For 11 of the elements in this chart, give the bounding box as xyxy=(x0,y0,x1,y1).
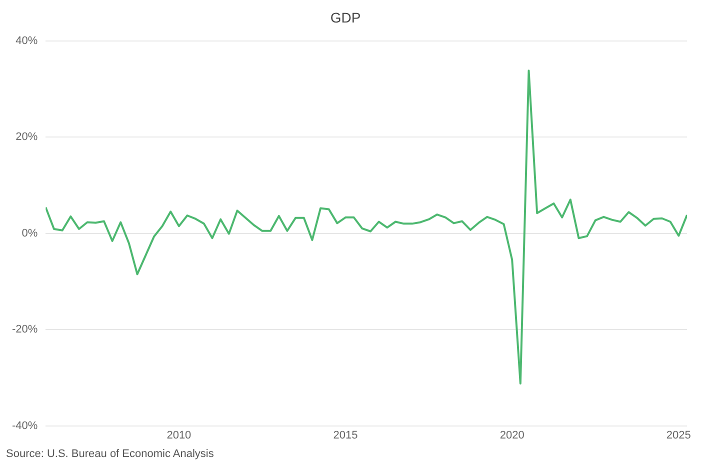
y-tick-label: 40% xyxy=(16,34,38,47)
chart-title: GDP xyxy=(330,9,361,26)
source-note: Source: U.S. Bureau of Economic Analysis xyxy=(6,448,214,460)
x-tick-label: 2025 xyxy=(666,429,691,442)
x-tick-label: 2010 xyxy=(166,429,192,442)
x-tick-label: 2020 xyxy=(500,429,524,442)
y-tick-label: 0% xyxy=(22,227,38,240)
y-tick-label: -20% xyxy=(12,324,38,336)
x-tick-label: 2015 xyxy=(333,429,358,442)
y-tick-label: 20% xyxy=(16,131,38,144)
y-tick-label: -40% xyxy=(12,420,38,432)
